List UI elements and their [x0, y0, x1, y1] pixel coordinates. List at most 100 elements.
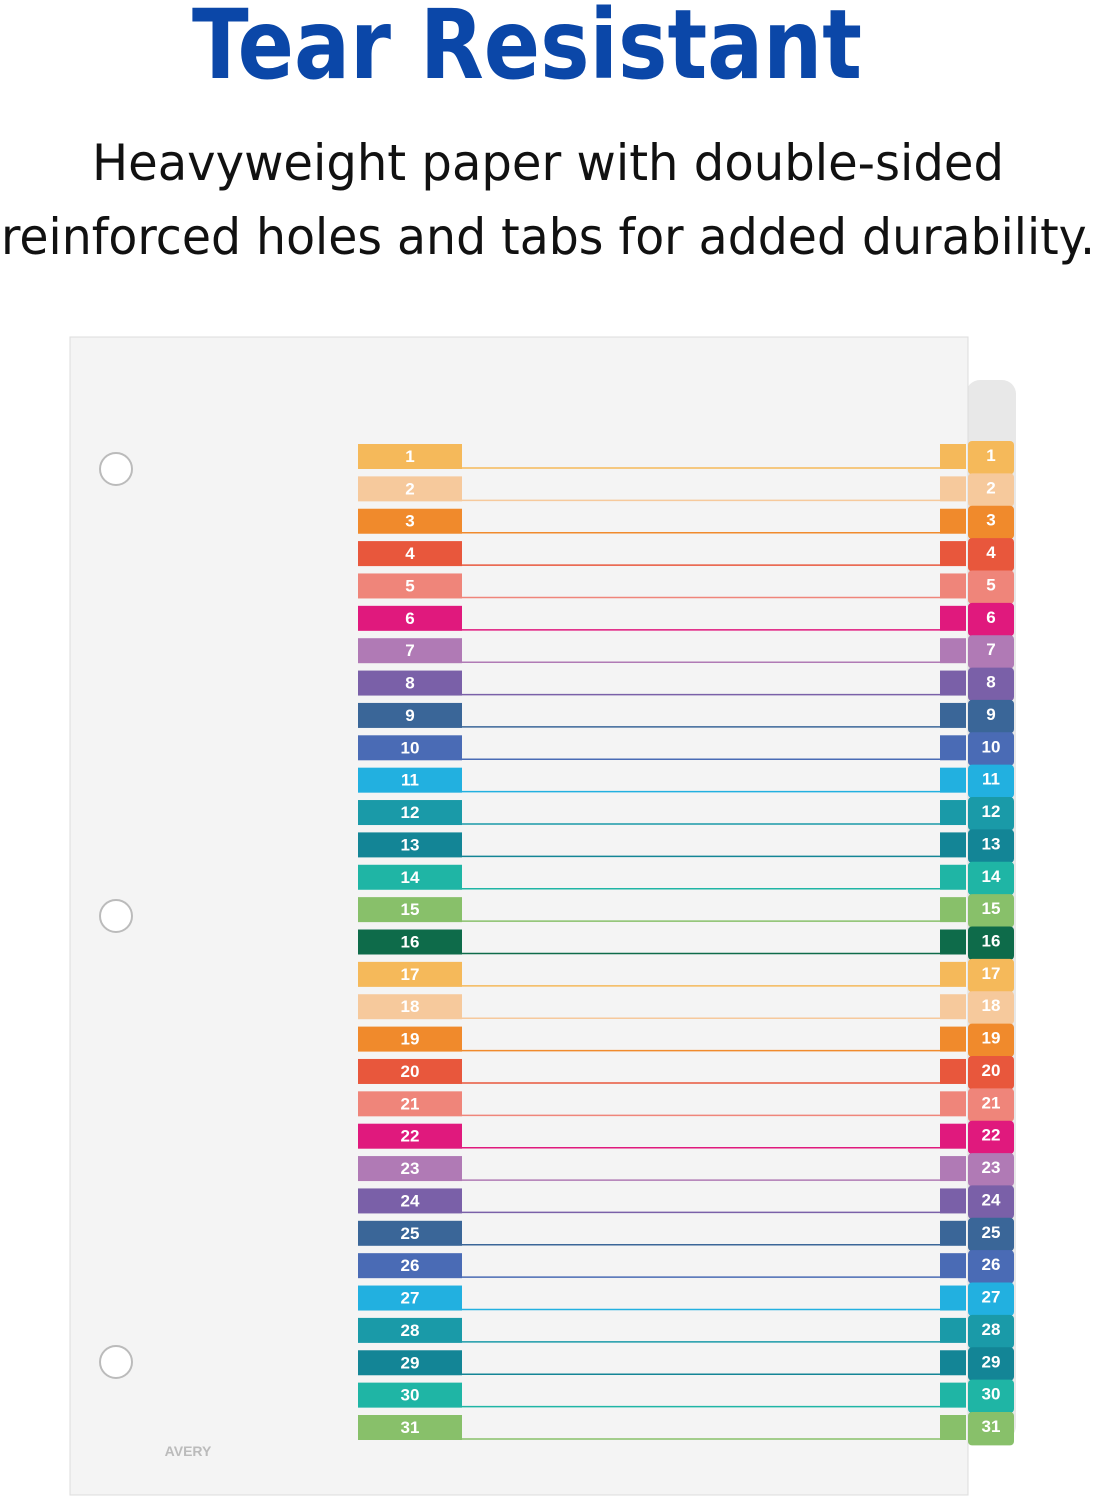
side-tab [968, 1153, 1014, 1187]
side-tab-number: 19 [982, 1029, 1001, 1048]
side-tab-number: 1 [986, 446, 995, 465]
tab-label [358, 1026, 462, 1052]
side-tab [968, 441, 1014, 475]
side-tab-number: 17 [982, 964, 1001, 983]
tab-end [940, 994, 966, 1020]
side-tab [968, 1412, 1014, 1446]
tab-number: 12 [401, 803, 420, 822]
tab-end [940, 961, 966, 987]
tab-label [358, 702, 462, 728]
tab-number: 26 [401, 1256, 420, 1275]
tab-number: 4 [405, 544, 415, 563]
tab-number: 22 [401, 1127, 420, 1146]
tab-end [940, 832, 966, 858]
side-tab [968, 894, 1014, 928]
tab-label [358, 864, 462, 890]
tab-end [940, 1382, 966, 1408]
tab-label [358, 1091, 462, 1117]
tab-label [358, 1317, 462, 1343]
side-tab [968, 1023, 1014, 1057]
sheet [69, 336, 969, 1496]
side-tab [968, 861, 1014, 896]
side-tab [968, 602, 1014, 637]
side-tab-number: 22 [982, 1126, 1001, 1145]
side-tab-number: 11 [982, 770, 1000, 789]
tab-number: 18 [401, 997, 420, 1016]
side-tab [968, 1185, 1014, 1219]
side-tab [968, 570, 1014, 604]
tab-end [940, 1156, 966, 1182]
side-tab-number: 12 [982, 802, 1001, 821]
side-tab [968, 1379, 1014, 1413]
side-tab [968, 1282, 1014, 1316]
side-tab-number: 15 [982, 899, 1001, 918]
side-tab-number: 6 [986, 608, 995, 627]
tab-number: 3 [405, 512, 414, 531]
side-tab [968, 764, 1014, 799]
tab-number: 17 [401, 965, 420, 984]
side-tab [968, 699, 1014, 734]
tab-label [358, 476, 462, 502]
side-tab [968, 829, 1014, 863]
side-tab-number: 13 [982, 834, 1001, 853]
side-tab-number: 16 [982, 931, 1001, 950]
side-tab-number: 31 [982, 1417, 1001, 1436]
side-tab [968, 538, 1014, 572]
tab-end [940, 1091, 966, 1117]
side-tab-number: 10 [982, 737, 1001, 756]
side-tab-number: 7 [986, 640, 995, 659]
side-tab [968, 1088, 1014, 1122]
side-tab [968, 1217, 1014, 1252]
side-tab-number: 26 [982, 1255, 1001, 1274]
tab-label [358, 897, 462, 923]
side-tab [968, 1250, 1014, 1284]
tab-label [358, 961, 462, 987]
tab-number: 14 [401, 868, 420, 887]
tab-label [358, 1188, 462, 1214]
tab-number: 28 [401, 1321, 420, 1340]
hole [99, 452, 133, 486]
side-tab [968, 473, 1014, 507]
tab-end [940, 670, 966, 696]
side-tab-number: 8 [986, 673, 995, 692]
tab-label [358, 508, 462, 534]
side-tab-number: 2 [986, 478, 995, 497]
tab-number: 2 [405, 479, 414, 498]
side-tab-number: 24 [982, 1190, 1001, 1209]
side-tab-number: 9 [986, 705, 995, 724]
tab-label [358, 1382, 462, 1408]
tab-label [358, 832, 462, 858]
tab-end [940, 508, 966, 534]
tab-label [358, 800, 462, 826]
tab-end [940, 1058, 966, 1084]
side-tab-number: 5 [986, 575, 995, 594]
tab-number: 9 [405, 706, 414, 725]
side-tab-number: 3 [986, 511, 995, 530]
tab-end [940, 800, 966, 826]
tab-label [358, 605, 462, 631]
tab-end [940, 735, 966, 761]
side-tab-number: 29 [982, 1352, 1001, 1371]
tab-end [940, 702, 966, 728]
tab-number: 15 [401, 900, 420, 919]
side-tab [968, 1347, 1014, 1381]
tab-label [358, 1156, 462, 1182]
side-tab [968, 1120, 1014, 1155]
side-tab-number: 20 [982, 1061, 1001, 1080]
tab-end [940, 605, 966, 631]
tab-number: 31 [401, 1418, 420, 1437]
hole [99, 899, 133, 933]
title: Tear Resistant [192, 0, 862, 101]
tab-label [358, 767, 462, 793]
tab-label [358, 735, 462, 761]
side-tab-number: 28 [982, 1320, 1001, 1339]
tab-end [940, 444, 966, 469]
tab-end [940, 1220, 966, 1246]
subtitle: Heavyweight paper with double-sided [92, 134, 1004, 192]
tab-label [358, 1220, 462, 1246]
side-tab-number: 30 [982, 1385, 1001, 1404]
tab-number: 25 [401, 1224, 420, 1243]
tab-end [940, 1123, 966, 1149]
tab-number: 5 [405, 576, 414, 595]
tab-number: 21 [401, 1094, 420, 1113]
